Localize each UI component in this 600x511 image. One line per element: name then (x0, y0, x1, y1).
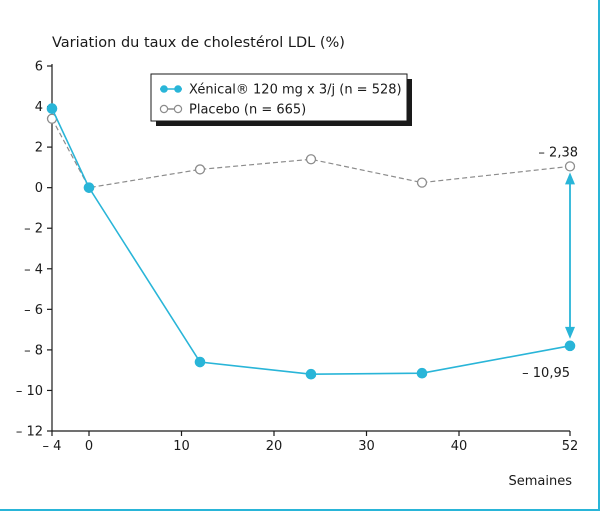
legend-box (150, 73, 408, 122)
x-tick-label: 52 (562, 439, 579, 454)
legend-marker (173, 104, 183, 114)
data-point (305, 154, 317, 165)
legend-label: Placebo (n = 665) (189, 103, 306, 118)
y-tick-label: – 10 (16, 384, 43, 399)
difference-arrow-head-up (565, 172, 575, 185)
x-tick-label: 10 (173, 439, 190, 454)
legend: Xénical® 120 mg x 3/j (n = 528) Placebo (… (150, 73, 412, 126)
y-tick-label: 4 (35, 100, 43, 115)
legend-marker (159, 104, 169, 114)
y-tick-label: 6 (35, 60, 43, 75)
y-tick-label: – 12 (16, 425, 43, 440)
x-axis-label: Semaines (508, 474, 572, 489)
y-tick-label: – 4 (24, 262, 43, 277)
x-tick-label: 40 (451, 439, 468, 454)
data-point (83, 182, 95, 193)
legend-marker (174, 85, 182, 93)
series-line (51, 108, 571, 376)
annotation-xenical: – 10,95 (522, 366, 570, 381)
series-line (51, 118, 571, 189)
legend-marker (160, 85, 168, 93)
data-point (194, 164, 206, 175)
x-tick-label: 30 (358, 439, 375, 454)
difference-arrow-head-down (565, 326, 575, 339)
x-tick-label: 0 (85, 439, 93, 454)
y-tick-label: – 8 (24, 343, 43, 358)
chart-title: Variation du taux de cholestérol LDL (%) (52, 35, 345, 51)
y-tick-label: – 2 (24, 222, 43, 237)
data-point (564, 340, 576, 352)
x-tick-label: – 4 (43, 439, 62, 454)
legend-label: Xénical® 120 mg x 3/j (n = 528) (189, 83, 402, 98)
data-point (564, 161, 576, 172)
data-point (305, 368, 317, 380)
series-layer (46, 103, 576, 380)
data-point (416, 367, 428, 379)
y-tick-label: 0 (35, 181, 43, 196)
data-point (194, 356, 206, 368)
y-tick-label: – 6 (24, 303, 43, 318)
annotation-layer: – 2,38 – 10,95 (522, 145, 578, 380)
data-point (416, 177, 428, 188)
x-tick-label: 20 (266, 439, 283, 454)
data-point (46, 103, 58, 114)
y-tick-label: 2 (35, 141, 43, 156)
annotation-placebo: – 2,38 (538, 145, 578, 160)
